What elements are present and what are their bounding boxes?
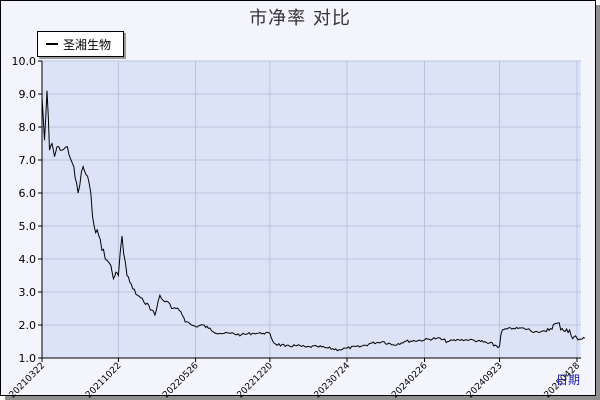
legend: 圣湘生物 xyxy=(37,31,124,57)
x-axis-label: 日期 xyxy=(556,373,580,387)
y-tick-label: 7.0 xyxy=(19,154,37,167)
y-tick-label: 8.0 xyxy=(19,121,37,134)
y-tick-label: 4.0 xyxy=(19,253,37,266)
y-tick-label: 10.0 xyxy=(12,55,37,68)
y-tick-label: 3.0 xyxy=(19,286,37,299)
legend-swatch xyxy=(46,43,58,45)
chart-title: 市净率 对比 xyxy=(249,8,351,29)
y-tick-label: 6.0 xyxy=(19,187,37,200)
series-layer xyxy=(41,90,586,352)
grid-layer xyxy=(42,60,581,358)
y-tick-label: 2.0 xyxy=(19,319,37,332)
legend-label: 圣湘生物 xyxy=(63,38,112,52)
series-line xyxy=(41,90,586,352)
chart-shadow-right xyxy=(596,5,600,400)
chart-shadow-bottom xyxy=(5,396,597,400)
y-tick-label: 5.0 xyxy=(19,220,37,233)
y-tick-label: 1.0 xyxy=(19,352,37,365)
y-tick-label: 9.0 xyxy=(19,88,37,101)
plot-area xyxy=(42,61,581,358)
